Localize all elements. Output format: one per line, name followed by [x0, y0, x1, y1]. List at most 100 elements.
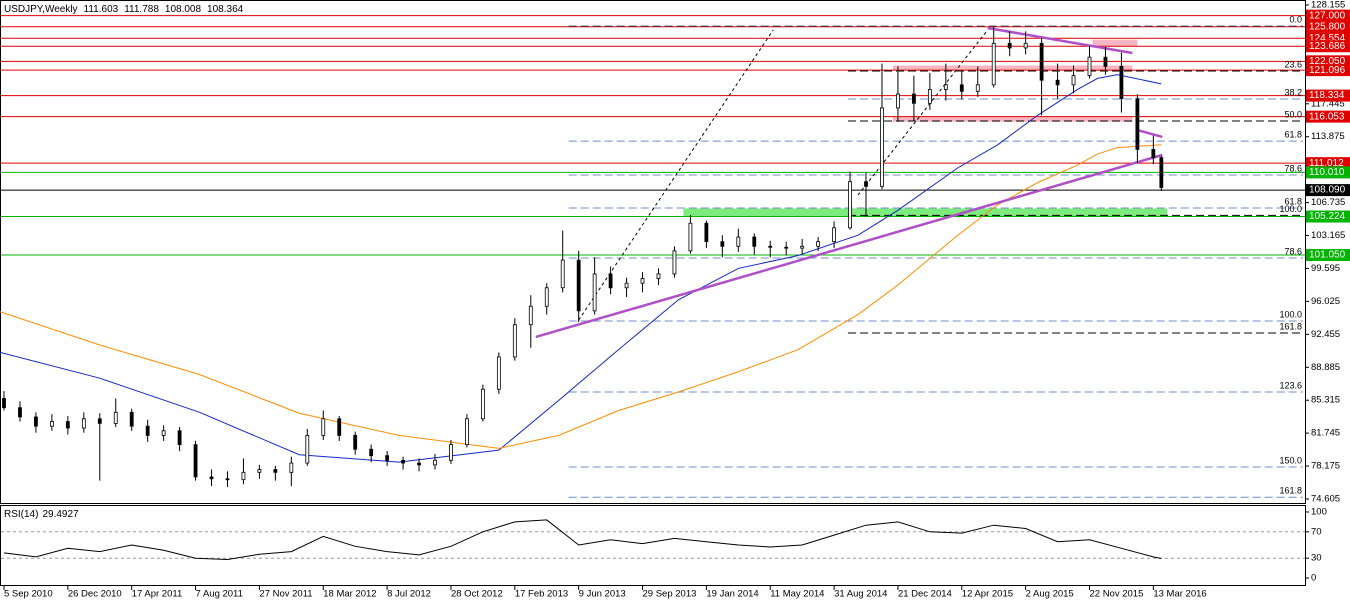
- candle-body: [768, 245, 773, 248]
- candle-body: [592, 273, 597, 312]
- zone: [683, 208, 1168, 217]
- trendline: [578, 29, 774, 321]
- candle-body: [927, 89, 932, 104]
- rsi-y-tick-label: 0: [1311, 573, 1316, 584]
- level-label-box: [1306, 89, 1350, 102]
- candle-body: [608, 273, 613, 289]
- level-label: 111.012: [1309, 158, 1344, 169]
- fib-label: 61.8: [1284, 129, 1302, 139]
- candle-body: [1023, 42, 1028, 49]
- level-label-box: [1306, 40, 1350, 53]
- candle-body: [18, 407, 22, 418]
- candle-body: [560, 259, 565, 289]
- candle-body: [465, 418, 469, 446]
- header-value: USDJPY,Weekly: [4, 4, 78, 15]
- candle-body: [528, 305, 533, 326]
- level-label-box: [1306, 249, 1350, 262]
- y-tick-label: 106.735: [1311, 197, 1345, 208]
- candle-body: [81, 418, 86, 429]
- level-label-box: [1306, 184, 1350, 197]
- level-label: 116.053: [1309, 111, 1345, 122]
- level-label: 122.050: [1309, 56, 1346, 67]
- zone: [1092, 39, 1138, 47]
- y-tick-label: 117.445: [1311, 98, 1345, 109]
- x-tick-label: 22 Nov 2015: [1089, 589, 1143, 600]
- candle-body: [113, 411, 118, 424]
- candle-body: [1103, 56, 1108, 67]
- fib-label: 123.6: [1279, 380, 1302, 390]
- candle-body: [864, 181, 868, 187]
- x-tick-label: 9 Jun 2013: [579, 589, 626, 600]
- fib-label: 161.8: [1279, 486, 1302, 496]
- candle-body: [289, 462, 294, 473]
- x-tick-label: 5 Sep 2010: [4, 589, 53, 600]
- candle-body: [656, 273, 661, 279]
- level-label-box: [1306, 110, 1350, 123]
- fib-label: 100.0: [1279, 204, 1302, 214]
- candle-body: [34, 416, 38, 427]
- fib-label: 161.8: [1279, 321, 1302, 331]
- candle-body: [800, 245, 805, 249]
- fib-label: 78.6: [1284, 246, 1302, 256]
- moving-average: [0, 74, 1162, 463]
- candle-body: [65, 421, 70, 429]
- x-tick-label: 12 Apr 2015: [962, 589, 1013, 600]
- candle-body: [241, 471, 246, 481]
- candle-body: [161, 430, 166, 436]
- candle-body: [959, 84, 964, 92]
- candle-body: [1151, 149, 1156, 159]
- candle-body: [49, 421, 54, 427]
- x-tick-label: 31 Aug 2014: [834, 589, 887, 600]
- x-tick-label: 21 Dec 2014: [898, 589, 952, 600]
- rsi-y-tick-label: 100: [1311, 507, 1327, 518]
- level-label-box: [1306, 157, 1350, 170]
- y-tick-label: 92.455: [1311, 329, 1340, 340]
- x-tick-label: 26 Dec 2010: [68, 589, 122, 600]
- y-tick-label: 128.155: [1311, 0, 1345, 11]
- candle-body: [417, 462, 421, 466]
- candle-body: [257, 469, 262, 473]
- candle-body: [1135, 98, 1140, 150]
- level-label: 101.050: [1309, 250, 1346, 261]
- candle-body: [480, 388, 485, 420]
- candle-body: [832, 227, 836, 243]
- level-label-box: [1306, 64, 1350, 77]
- candle-body: [704, 222, 709, 243]
- candle-body: [449, 444, 453, 461]
- candle-body: [337, 418, 342, 436]
- candle-body: [896, 93, 900, 109]
- x-tick-label: 29 Sep 2013: [643, 589, 697, 600]
- candle-body: [97, 418, 102, 424]
- candle-body: [784, 246, 789, 249]
- x-tick-label: 8 Jul 2012: [387, 589, 431, 600]
- fib-label: 0.0: [1289, 15, 1302, 25]
- trendline: [987, 26, 1133, 55]
- fib-label: 50.0: [1284, 109, 1302, 119]
- y-tick-label: 96.025: [1311, 296, 1340, 307]
- y-tick-label: 74.605: [1311, 494, 1340, 505]
- y-tick-label: 113.875: [1311, 131, 1345, 142]
- level-label: 123.686: [1309, 41, 1346, 52]
- x-tick-label: 7 Aug 2011: [196, 589, 243, 600]
- candle-body: [305, 434, 310, 464]
- candle-body: [912, 93, 916, 104]
- header-value: 108.364: [207, 4, 244, 15]
- x-tick-label: 19 Jan 2014: [706, 589, 758, 600]
- candle-body: [353, 434, 358, 450]
- zone: [892, 116, 1133, 122]
- candle-body: [720, 241, 725, 247]
- rsi-title: RSI(14) 29.4927: [4, 509, 79, 520]
- candle-body: [369, 448, 374, 457]
- y-tick-label: 78.175: [1311, 461, 1340, 472]
- rsi-y-tick-label: 30: [1311, 553, 1322, 564]
- candle-body: [433, 459, 437, 466]
- candle-body: [672, 250, 677, 275]
- candle-body: [512, 324, 517, 358]
- x-tick-label: 11 May 2014: [770, 589, 824, 600]
- candle-body: [752, 236, 757, 247]
- candle-body: [496, 356, 501, 390]
- candle-body: [321, 418, 326, 436]
- fib-label: 78.6: [1284, 163, 1302, 173]
- candle-body: [209, 476, 214, 480]
